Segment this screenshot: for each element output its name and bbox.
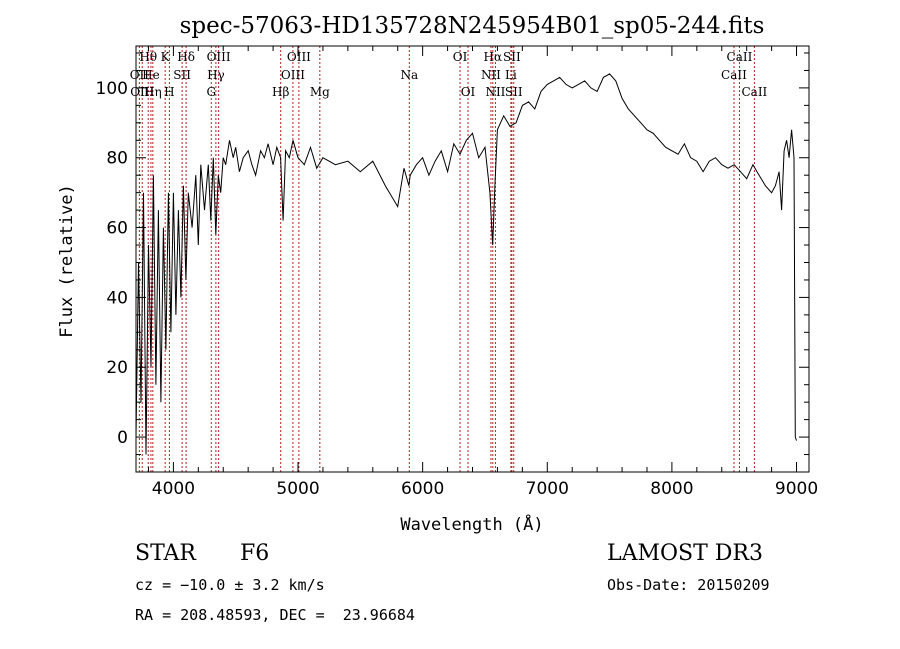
line-marker-label: OI	[453, 50, 468, 64]
line-marker-label: Hη	[144, 85, 162, 99]
line-marker-label: SII	[503, 50, 521, 64]
line-marker-label: H	[164, 85, 174, 99]
x-tick-label: 5000	[276, 479, 319, 499]
line-marker-label: Hθ	[139, 50, 157, 64]
line-marker-label: CaII	[721, 68, 747, 82]
x-tick-label: 9000	[775, 479, 818, 499]
x-tick-label: 7000	[526, 479, 569, 499]
y-tick-label: 60	[106, 219, 128, 239]
line-marker-label: Li	[505, 68, 517, 82]
line-marker-label: OIII	[287, 50, 311, 64]
spectral-line-markers	[138, 46, 755, 472]
obs-date: Obs-Date: 20150209	[607, 576, 770, 594]
x-tick-label: 6000	[401, 479, 444, 499]
object-class: STAR	[135, 541, 197, 566]
coordinates: RA = 208.48593, DEC = 23.96684	[135, 606, 415, 624]
line-marker-label: OIII	[207, 50, 231, 64]
plot-frame	[135, 45, 810, 473]
line-marker-label: OIII	[281, 68, 305, 82]
survey-name: LAMOST DR3	[607, 541, 763, 566]
y-tick-label: 100	[96, 79, 128, 99]
y-tick-label: 80	[106, 149, 128, 169]
line-marker-label: SII	[505, 85, 523, 99]
line-marker-label: Na	[400, 68, 418, 82]
x-axis-label: Wavelength (Å)	[400, 513, 543, 535]
line-marker-label: NII	[481, 68, 501, 82]
line-marker-label: He	[142, 68, 160, 82]
x-tick-label: 8000	[650, 479, 693, 499]
line-marker-label: CaII	[727, 50, 753, 64]
line-marker-label: Mg	[310, 85, 330, 99]
line-marker-label: Hβ	[272, 85, 289, 99]
line-marker-label: Hα	[484, 50, 503, 64]
object-subclass: F6	[240, 541, 269, 566]
redshift-value: cz = −10.0 ± 3.2 km/s	[135, 576, 325, 594]
line-marker-label: K	[161, 50, 171, 64]
x-axis-ticks: 4000 5000 6000 7000 8000 9000	[147, 46, 818, 499]
y-tick-label: 0	[117, 428, 128, 448]
line-marker-label: SII	[173, 68, 191, 82]
x-tick-label: 4000	[152, 479, 195, 499]
flux-series-line	[135, 73, 797, 455]
line-marker-label: OII	[130, 68, 150, 82]
y-tick-label: 20	[106, 358, 128, 378]
y-axis-ticks: 0 20 40 60 80 100	[96, 52, 809, 473]
y-tick-label: 40	[106, 288, 128, 308]
line-marker-label: Hδ	[177, 50, 195, 64]
line-marker-label: CaII	[741, 85, 767, 99]
y-axis-label: Flux (relative)	[57, 184, 77, 338]
chart-title: spec-57063-HD135728N245954B01_sp05-244.f…	[180, 13, 765, 39]
line-marker-label: NII	[485, 85, 505, 99]
line-marker-label: G	[206, 85, 216, 99]
line-marker-label: Hγ	[207, 68, 225, 82]
line-marker-label: OI	[461, 85, 476, 99]
